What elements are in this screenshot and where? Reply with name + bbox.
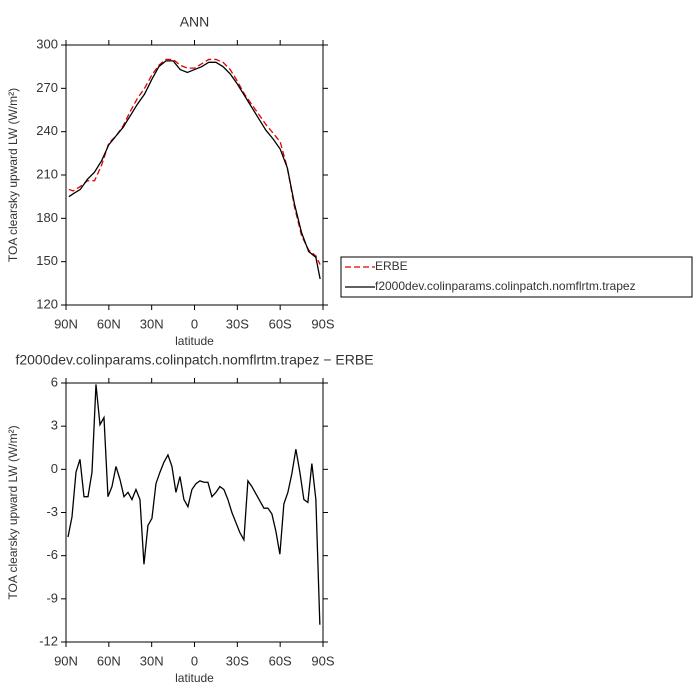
chart-title: ANN bbox=[180, 14, 210, 30]
y-tick-label: -6 bbox=[46, 547, 58, 562]
x-tick-label: 30N bbox=[140, 316, 164, 331]
y-tick-label: 210 bbox=[36, 166, 58, 181]
y-tick-label: -3 bbox=[46, 504, 58, 519]
x-tick-label: 60N bbox=[97, 653, 121, 668]
x-tick-label: 90S bbox=[311, 653, 334, 668]
data-line bbox=[67, 384, 321, 625]
y-tick-label: 150 bbox=[36, 253, 58, 268]
legend-box bbox=[340, 256, 693, 298]
x-tick-label: 90S bbox=[311, 316, 334, 331]
y-tick-label: 240 bbox=[36, 123, 58, 138]
x-tick-label: 0 bbox=[191, 316, 198, 331]
x-axis-label: latitude bbox=[175, 671, 214, 685]
x-tick-label: 30S bbox=[226, 653, 249, 668]
legend-label: f2000dev.colinparams.colinpatch.nomflrtm… bbox=[375, 279, 636, 293]
x-tick-label: 0 bbox=[191, 653, 198, 668]
x-tick-label: 90N bbox=[54, 653, 78, 668]
plot-frame bbox=[65, 382, 324, 643]
y-tick-label: 300 bbox=[36, 36, 58, 51]
x-tick-label: 90N bbox=[54, 316, 78, 331]
x-axis-label: latitude bbox=[175, 334, 214, 348]
y-axis-label: TOA clearsky upward LW (W/m²) bbox=[6, 425, 20, 599]
y-tick-label: 180 bbox=[36, 210, 58, 225]
y-tick-label: 270 bbox=[36, 80, 58, 95]
y-axis-label: TOA clearsky upward LW (W/m²) bbox=[6, 88, 20, 262]
y-tick-label: -12 bbox=[39, 633, 58, 648]
x-tick-label: 60S bbox=[269, 316, 292, 331]
y-tick-label: 6 bbox=[51, 374, 58, 389]
y-tick-label: 3 bbox=[51, 418, 58, 433]
data-line bbox=[68, 60, 321, 280]
x-tick-label: 60N bbox=[97, 316, 121, 331]
chart-title: f2000dev.colinparams.colinpatch.nomflrtm… bbox=[15, 352, 373, 368]
x-tick-label: 60S bbox=[269, 653, 292, 668]
data-line bbox=[68, 58, 321, 265]
y-tick-label: 0 bbox=[51, 461, 58, 476]
y-tick-label: 120 bbox=[36, 296, 58, 311]
plot-frame bbox=[65, 44, 324, 306]
x-tick-label: 30N bbox=[140, 653, 164, 668]
legend-label: ERBE bbox=[375, 259, 408, 273]
x-tick-label: 30S bbox=[226, 316, 249, 331]
y-tick-label: -9 bbox=[46, 590, 58, 605]
